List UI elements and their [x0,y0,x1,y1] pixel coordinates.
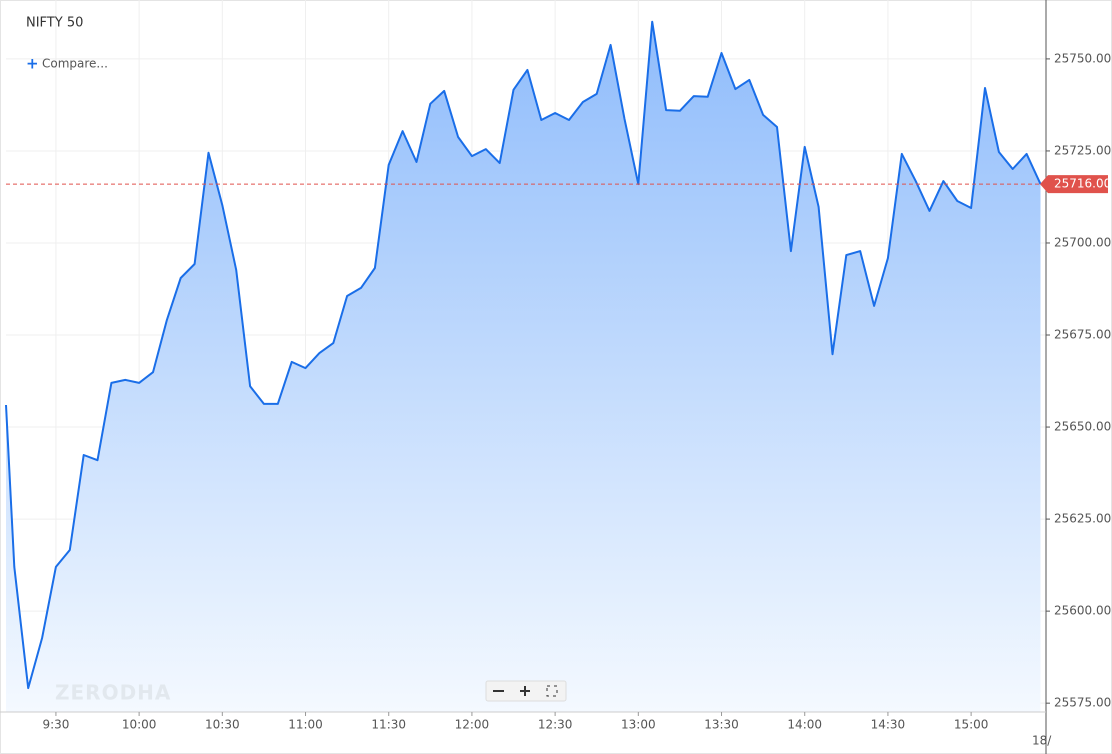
compare-label[interactable]: Compare... [42,57,108,71]
last-price-tag [1040,175,1108,194]
x-tick-label: 9:30 [42,718,69,732]
y-tick-label: 25700.00 [1054,235,1111,249]
x-tick-label: 11:00 [288,718,323,732]
x-tick-label: 13:00 [621,718,656,732]
y-tick-label: 25600.00 [1054,604,1111,618]
line [5,20,1042,690]
watermark: ZERODHA [55,681,171,705]
y-tick-label: 25575.00 [1054,696,1111,710]
y-tick-label: 25725.00 [1054,143,1111,157]
area [6,21,1041,712]
x-tick-label: 14:00 [787,718,822,732]
x-tick-label: 12:30 [538,718,573,732]
zoom-controls [485,680,567,702]
x-tick-label: 13:30 [704,718,739,732]
last-price-label: 25716.00 [1054,177,1111,191]
x-tick-label: 11:30 [371,718,406,732]
y-tick-label: 25625.00 [1054,512,1111,526]
y-tick-label: 25650.00 [1054,420,1111,434]
x-tick-label: 10:30 [205,718,240,732]
y-tick-label: 25675.00 [1054,328,1111,342]
x-tick-label: 12:00 [455,718,490,732]
fullscreen[interactable] [546,685,558,697]
y-tick-label: 25750.00 [1054,51,1111,65]
plus-icon: + [26,55,39,73]
date-label: 18/ [1032,734,1052,748]
compare-button[interactable]: + Compare... [26,55,108,73]
x-tick-label: 14:30 [871,718,906,732]
x-tick-label: 15:00 [954,718,989,732]
chart-title: NIFTY 50 [26,16,83,31]
x-tick-label: 10:00 [122,718,157,732]
